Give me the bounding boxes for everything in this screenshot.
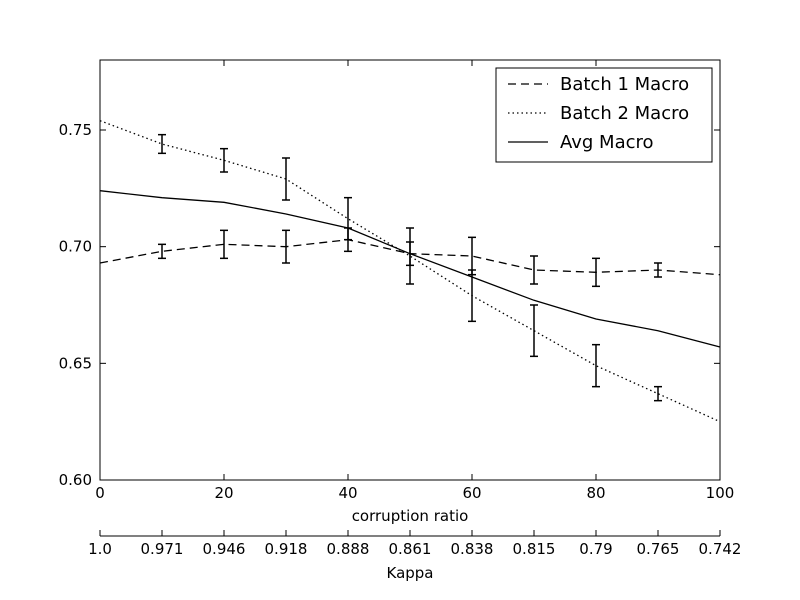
secondary-x-tick-label: 0.838 [451, 540, 494, 558]
secondary-x-tick-label: 1.0 [88, 540, 112, 558]
error-bar [282, 229, 290, 264]
error-bar [406, 227, 414, 285]
secondary-x-axis-label: Kappa [387, 564, 434, 582]
secondary-x-tick-label: 0.946 [203, 540, 246, 558]
secondary-x-tick-label: 0.742 [699, 540, 742, 558]
secondary-x-tick-label: 0.971 [141, 540, 184, 558]
error-bar [592, 343, 600, 388]
x-tick-label: 0 [95, 484, 105, 502]
error-bar [592, 257, 600, 288]
error-bar [158, 243, 166, 260]
error-bar [220, 229, 228, 260]
error-bar [530, 304, 538, 358]
secondary-x-tick-label: 0.861 [389, 540, 432, 558]
series-line-2 [99, 190, 721, 348]
x-axis-label: corruption ratio [352, 507, 469, 525]
secondary-x-tick-label: 0.765 [637, 540, 680, 558]
axes: 0 20 40 60 80 100 0.60 0.65 0.70 0.75 1.0 0.971 0.94… [59, 59, 742, 558]
legend-label-2: Avg Macro [560, 132, 654, 153]
error-bar [468, 269, 476, 323]
error-bar [220, 147, 228, 173]
x-tick-label: 40 [338, 484, 357, 502]
plot-frame [99, 59, 721, 481]
secondary-x-tick-label: 0.815 [513, 540, 556, 558]
error-bar [654, 385, 662, 402]
x-tick-label: 60 [462, 484, 481, 502]
secondary-x-tick-label: 0.888 [327, 540, 370, 558]
y-tick-label: 0.60 [59, 471, 92, 489]
y-tick-label: 0.65 [59, 354, 92, 372]
series-line-1 [99, 120, 721, 423]
error-bar [282, 157, 290, 201]
x-tick-label: 100 [706, 484, 735, 502]
secondary-x-tick-label: 0.79 [579, 540, 612, 558]
error-bar [344, 196, 352, 241]
y-tick-label: 0.75 [59, 121, 92, 139]
y-tick-label: 0.70 [59, 238, 92, 256]
legend-box [495, 67, 713, 163]
legend-label-1: Batch 2 Macro [560, 103, 689, 124]
error-bar [654, 262, 662, 278]
error-bar [158, 133, 166, 155]
secondary-x-tick-label: 0.918 [265, 540, 308, 558]
x-tick-label: 80 [586, 484, 605, 502]
plot-area [99, 120, 721, 423]
error-bar [530, 255, 538, 285]
legend-label-0: Batch 1 Macro [560, 74, 689, 95]
x-tick-label: 20 [214, 484, 233, 502]
legend: Batch 1 Macro Batch 2 Macro Avg Macro [495, 67, 713, 163]
